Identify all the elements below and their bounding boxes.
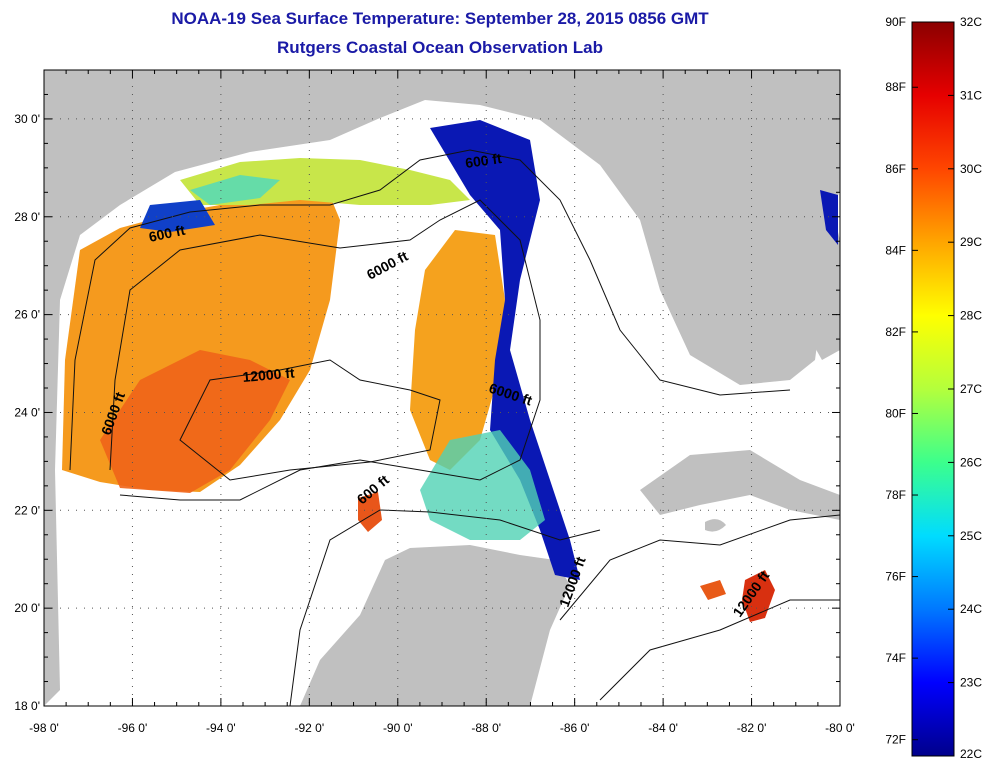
lon-tick-label: -96 0'	[118, 721, 148, 735]
colorbar-label-f: 84F	[885, 243, 906, 257]
contour-label: 12000 ft	[242, 364, 296, 385]
sst-north-cyan	[190, 175, 280, 205]
contour-label: 600 ft	[147, 222, 186, 245]
colorbar-label-c: 22C	[960, 747, 982, 761]
lat-tick-label: 30 0'	[14, 112, 40, 126]
colorbar-label-f: 86F	[885, 162, 906, 176]
sst-campeche-warm	[358, 492, 382, 532]
colorbar-label-f: 76F	[885, 570, 906, 584]
isle-of-youth	[705, 519, 726, 532]
florida	[660, 120, 840, 360]
sst-north-blue	[140, 200, 215, 232]
colorbar-label-c: 23C	[960, 676, 982, 690]
colorbar-label-c: 26C	[960, 455, 982, 469]
lat-tick-label: 22 0'	[14, 503, 40, 517]
colorbar-label-c: 29C	[960, 235, 982, 249]
colorbar-label-c: 28C	[960, 309, 982, 323]
lat-tick-label: 26 0'	[14, 308, 40, 322]
lon-tick-label: -94 0'	[206, 721, 236, 735]
map-title: NOAA-19 Sea Surface Temperature: Septemb…	[171, 9, 709, 28]
colorbar-label-c: 24C	[960, 602, 982, 616]
colorbar-label-f: 74F	[885, 651, 906, 665]
lat-tick-label: 24 0'	[14, 405, 40, 419]
contour-label: 600 ft	[464, 150, 503, 171]
colorbar-label-f: 82F	[885, 325, 906, 339]
cuba	[640, 450, 840, 520]
map-subtitle: Rutgers Coastal Ocean Observation Lab	[277, 38, 603, 57]
colorbar-label-c: 30C	[960, 162, 982, 176]
lon-tick-label: -84 0'	[648, 721, 678, 735]
colorbar-label-c: 32C	[960, 15, 982, 29]
colorbar-label-f: 90F	[885, 15, 906, 29]
lon-tick-label: -80 0'	[825, 721, 855, 735]
colorbar-label-f: 72F	[885, 733, 906, 747]
contour-yucatan-shelf	[289, 509, 601, 706]
colorbar-label-c: 27C	[960, 382, 982, 396]
contour-caribbean	[559, 514, 840, 621]
sst-data	[62, 120, 838, 622]
colorbar	[911, 21, 955, 757]
colorbar-label-f: 80F	[885, 406, 906, 420]
sst-center-warm	[410, 230, 505, 470]
sst-east-mixed	[420, 430, 545, 540]
lon-tick-label: -88 0'	[471, 721, 501, 735]
lon-tick-label: -90 0'	[383, 721, 413, 735]
colorbar-label-f: 88F	[885, 80, 906, 94]
lat-tick-label: 20 0'	[14, 601, 40, 615]
lat-tick-label: 18 0'	[14, 699, 40, 713]
contour-caribbean-deep	[599, 599, 840, 701]
lon-tick-label: -82 0'	[737, 721, 767, 735]
sst-keys-blue	[820, 190, 838, 245]
sst-caribbean-small	[700, 580, 726, 600]
lat-tick-label: 28 0'	[14, 210, 40, 224]
colorbar-label-f: 78F	[885, 488, 906, 502]
lon-tick-label: -86 0'	[560, 721, 590, 735]
colorbar-label-c: 31C	[960, 88, 982, 102]
lon-tick-label: -98 0'	[29, 721, 59, 735]
lon-tick-label: -92 0'	[295, 721, 325, 735]
contour-600ft-shelf	[69, 149, 791, 471]
depth-contours	[69, 149, 840, 706]
sst-caribbean-hot	[742, 570, 775, 622]
sst-west-hot	[100, 350, 290, 493]
colorbar-label-c: 25C	[960, 529, 982, 543]
yucatan	[300, 545, 570, 706]
sst-east-blue	[430, 120, 580, 580]
contour-12000ft	[179, 359, 441, 481]
